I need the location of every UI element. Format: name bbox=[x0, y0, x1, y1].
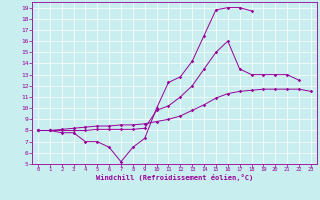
X-axis label: Windchill (Refroidissement éolien,°C): Windchill (Refroidissement éolien,°C) bbox=[96, 174, 253, 181]
